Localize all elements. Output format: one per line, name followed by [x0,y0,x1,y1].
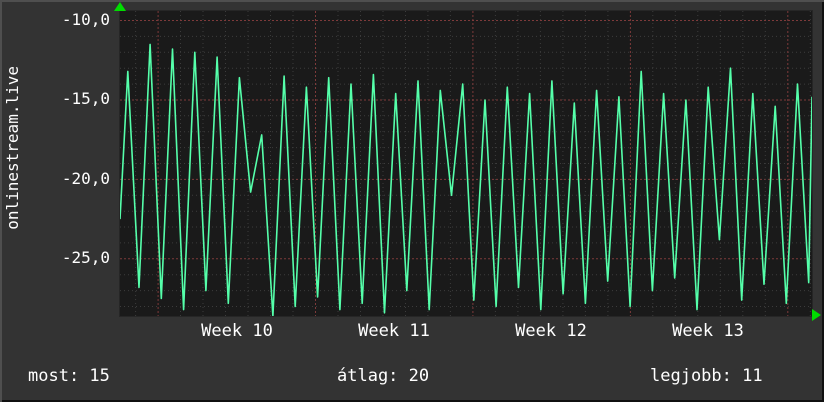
y-tick-label: -15,0 [61,89,110,108]
stat-legjobb: legjobb: 11 [650,366,763,386]
x-tick-label-week11: Week 11 [358,321,430,341]
y-tick-label: -10,0 [61,10,110,29]
stat-most: most: 15 [28,366,110,386]
y-tick-label: -25,0 [61,248,110,267]
y-axis-arrow-icon [114,2,126,11]
vertical-axis-label: onlinestream.live [2,65,22,230]
stat-atlag: átlag: 20 [337,366,430,386]
y-tick-label: -20,0 [61,169,110,188]
x-tick-label-week12: Week 12 [515,321,587,341]
x-axis-arrow-icon [812,309,821,321]
chart-plot-svg [120,11,812,316]
x-tick-label-week10: Week 10 [201,321,273,341]
chart-canvas [119,10,813,317]
x-tick-label-week13: Week 13 [672,321,744,341]
vertical-axis-label-container: onlinestream.live [2,0,22,295]
